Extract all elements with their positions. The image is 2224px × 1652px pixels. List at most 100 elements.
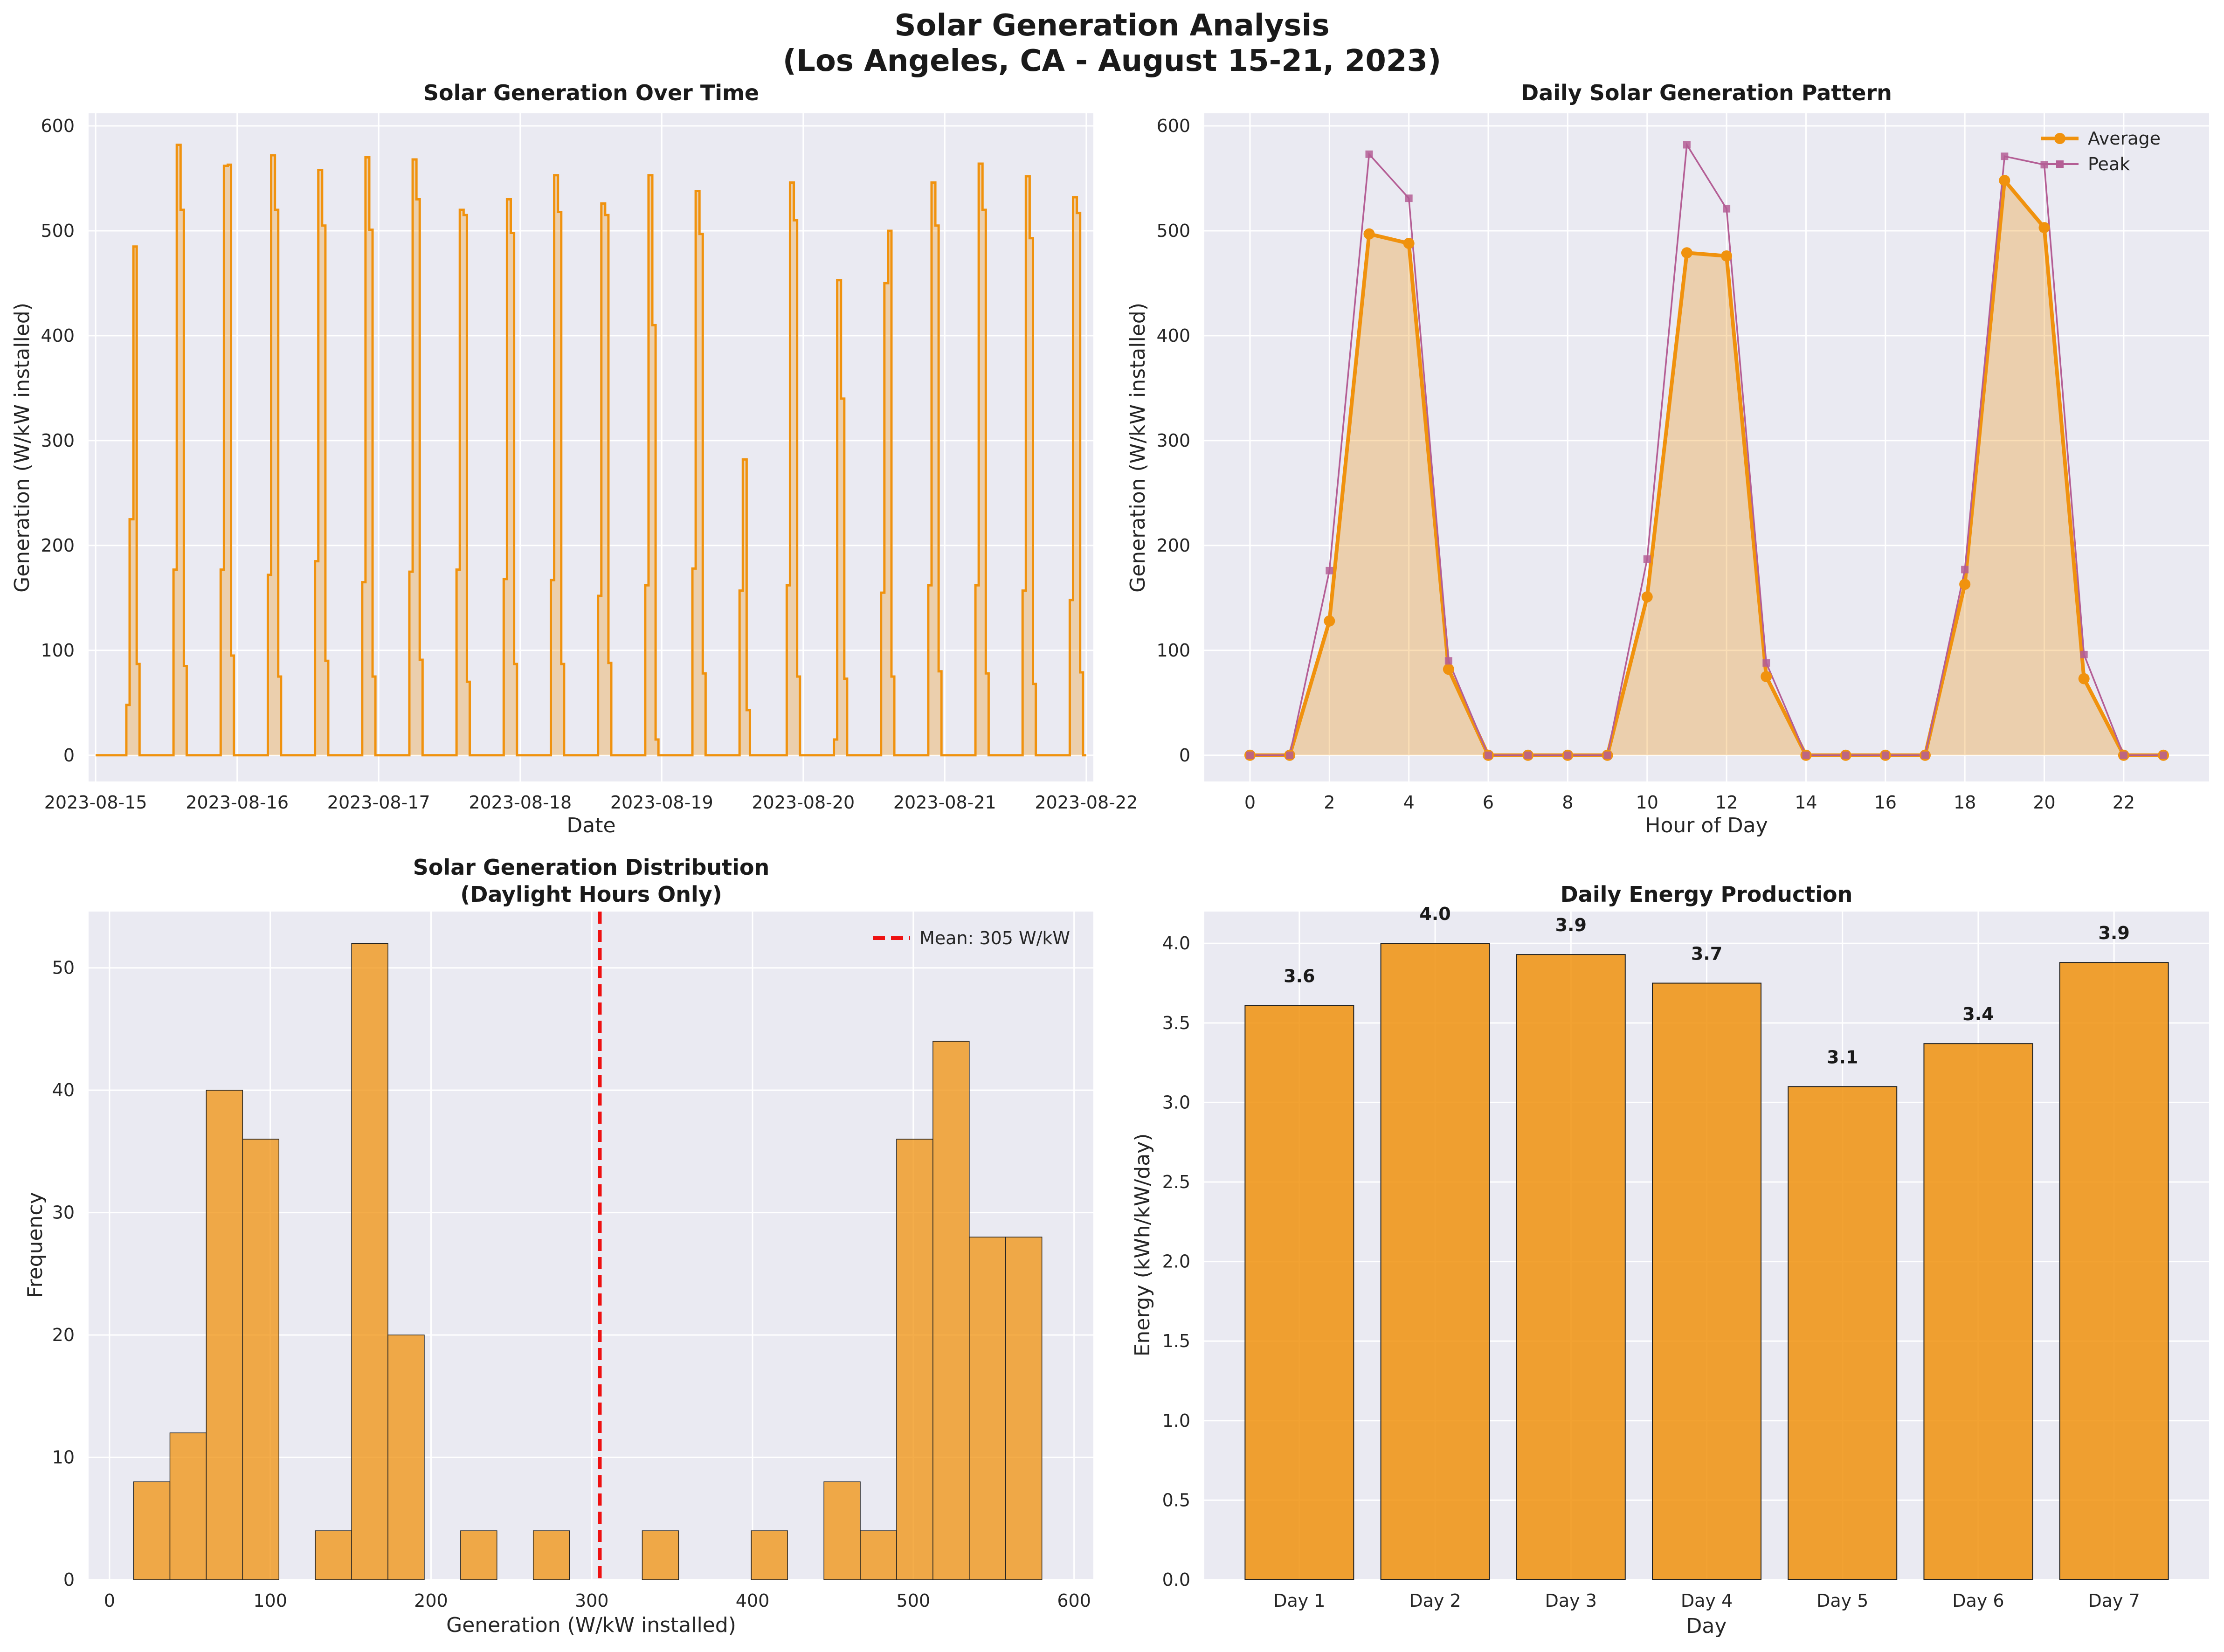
generation-line	[96, 143, 1086, 757]
x-tick-label: 12	[1715, 792, 1738, 813]
histogram-bar	[932, 1041, 970, 1580]
peak-point	[1842, 751, 1850, 759]
average-point	[2078, 673, 2090, 684]
x-tick-label: 2023-08-18	[469, 792, 572, 813]
peak-point	[2080, 650, 2088, 658]
x-tick-label: 0	[104, 1590, 115, 1611]
y-tick-label: 40	[52, 1080, 75, 1100]
y-tick-label: 500	[1156, 221, 1190, 241]
average-point	[1681, 247, 1692, 259]
daily-energy-title: Daily Energy Production	[1561, 882, 1853, 907]
average-point	[1999, 174, 2010, 186]
histogram-panel: 0 100 200 300 400 500 600 0 10 20 30 40 50 Solar Gen…	[23, 855, 1093, 1637]
energy-bar-label: 3.9	[2098, 923, 2129, 943]
x-tick-label: 2	[1324, 792, 1335, 813]
y-tick-label: 400	[41, 325, 75, 346]
figure-title-line-1: Solar Generation Analysis	[894, 8, 1329, 43]
x-tick-label: 18	[1954, 792, 1976, 813]
x-tick-label: Day 6	[1952, 1590, 2004, 1611]
histogram-title-line-2: (Daylight Hours Only)	[460, 882, 722, 907]
y-tick-label: 0	[63, 745, 75, 766]
x-tick-label: 16	[1874, 792, 1897, 813]
legend-peak-marker	[2056, 160, 2064, 168]
average-point	[2038, 222, 2050, 234]
average-point	[1641, 591, 1653, 603]
daily-pattern-panel: 0 2 4 6 8 10 12 14 16 18 20 22 0 100 200 300 400 500 600 D…	[1126, 80, 2209, 837]
y-tick-label: 0	[1179, 745, 1190, 766]
energy-bar-label: 3.4	[1962, 1004, 1994, 1024]
time-series-plot-area	[89, 113, 1093, 781]
x-tick-label: 600	[1057, 1590, 1091, 1611]
x-tick-label: Day 2	[1409, 1590, 1461, 1611]
time-series-panel: 2023-08-15 2023-08-16 2023-08-17 2023-08-18…	[10, 80, 1138, 837]
histogram-legend: Mean: 305 W/kW	[873, 928, 1070, 948]
daily-pattern-y-label: Generation (W/kW installed)	[1126, 303, 1150, 593]
y-tick-label: 300	[41, 430, 75, 451]
peak-point	[1762, 659, 1770, 667]
y-tick-label: 300	[1156, 430, 1190, 451]
x-tick-label: 200	[414, 1590, 448, 1611]
peak-line	[1250, 142, 2164, 756]
histogram-bar	[823, 1481, 861, 1580]
energy-bar	[1516, 954, 1626, 1580]
peak-point	[2120, 751, 2127, 759]
y-tick-label: 2.5	[1162, 1172, 1190, 1192]
histogram-bar	[860, 1530, 897, 1580]
x-tick-label: 2023-08-16	[186, 792, 289, 813]
x-tick-label: Day 5	[1816, 1590, 1868, 1611]
y-tick-label: 3.0	[1162, 1092, 1190, 1113]
peak-point	[1485, 751, 1492, 759]
x-tick-label: 2023-08-17	[327, 792, 430, 813]
x-tick-label: 2023-08-20	[752, 792, 855, 813]
figure-title-line-2: (Los Angeles, CA - August 15-21, 2023)	[783, 44, 1441, 78]
peak-point	[2160, 751, 2168, 759]
average-point	[1959, 579, 1971, 590]
daily-energy-x-label: Day	[1686, 1614, 1727, 1638]
x-tick-label: 22	[2113, 792, 2135, 813]
energy-bar-label: 3.1	[1827, 1047, 1858, 1067]
y-tick-label: 4.0	[1162, 933, 1190, 954]
histogram-bar	[315, 1530, 352, 1580]
y-tick-label: 200	[1156, 535, 1190, 556]
legend-average-marker	[2054, 133, 2065, 144]
histogram-bar	[242, 1139, 279, 1580]
peak-point	[1881, 751, 1889, 759]
y-tick-label: 3.5	[1162, 1013, 1190, 1033]
x-tick-label: 6	[1483, 792, 1494, 813]
peak-point	[1683, 141, 1691, 149]
x-tick-label: 500	[897, 1590, 931, 1611]
generation-area	[96, 145, 1086, 755]
x-tick-label: 20	[2033, 792, 2055, 813]
peak-point	[1921, 751, 1929, 759]
peak-point	[1524, 751, 1532, 759]
x-tick-label: 2023-08-19	[610, 792, 713, 813]
y-tick-label: 400	[1156, 325, 1190, 346]
energy-bar	[1923, 1043, 2033, 1580]
peak-point	[1643, 555, 1651, 563]
x-tick-label: Day 4	[1681, 1590, 1733, 1611]
histogram-bar	[642, 1530, 679, 1580]
peak-point	[1603, 751, 1611, 759]
legend-average-label: Average	[2088, 128, 2161, 149]
daily-energy-y-label: Energy (kWh/kW/day)	[1131, 1134, 1154, 1357]
x-tick-label: Day 7	[2088, 1590, 2140, 1611]
histogram-bar	[532, 1530, 570, 1580]
time-series-y-label: Generation (W/kW installed)	[10, 303, 34, 593]
y-tick-label: 200	[41, 535, 75, 556]
x-tick-label: 2023-08-21	[893, 792, 996, 813]
x-tick-label: Day 1	[1273, 1590, 1325, 1611]
y-tick-label: 600	[41, 116, 75, 136]
average-point	[1761, 671, 1772, 683]
histogram-bar	[351, 943, 388, 1580]
x-tick-label: 2023-08-22	[1035, 792, 1138, 813]
energy-bar	[1788, 1086, 1898, 1580]
histogram-title-line-1: Solar Generation Distribution	[413, 855, 770, 880]
y-tick-label: 10	[52, 1447, 75, 1468]
daily-energy-panel: 3.6 4.0 3.9 3.7 3.1 3.4 3.9 0.0 0.5 1.0 1.5 2.0 2.5…	[1131, 882, 2209, 1638]
peak-point	[1723, 205, 1731, 213]
average-point	[1721, 250, 1733, 262]
histogram-bar	[896, 1139, 933, 1580]
histogram-bar	[206, 1090, 243, 1580]
y-tick-label: 30	[52, 1203, 75, 1223]
